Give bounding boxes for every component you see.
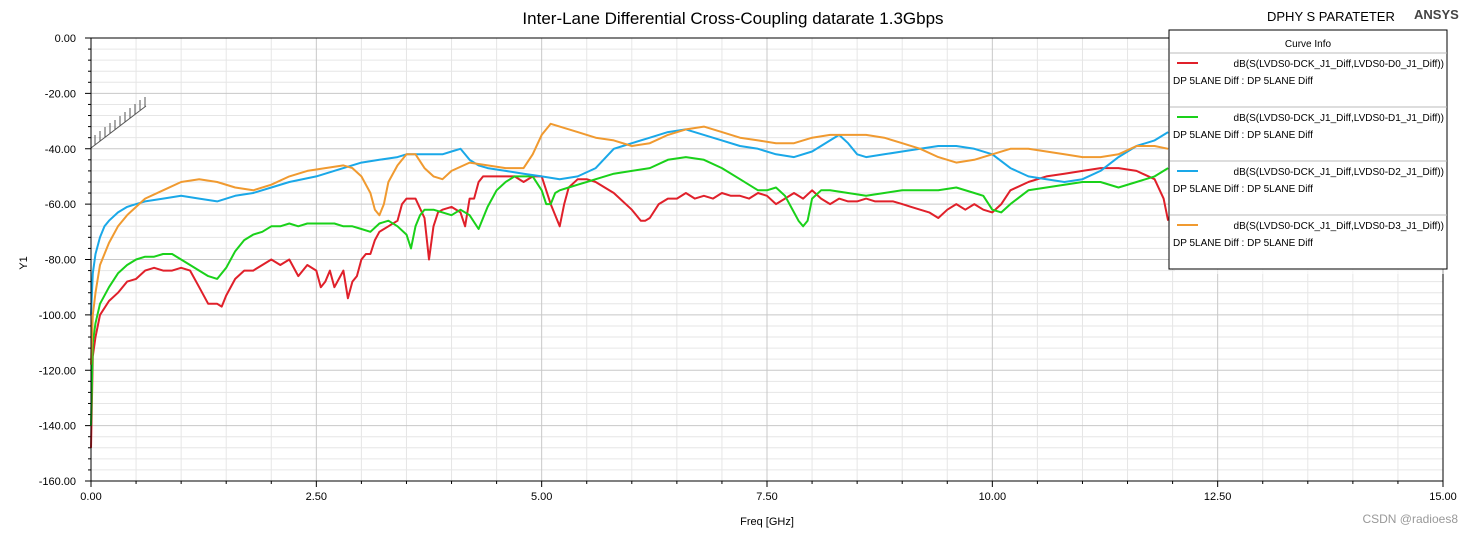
series-line-d3: [90, 122, 1169, 365]
legend-series-setup: DP 5LANE Diff : DP 5LANE Diff: [1173, 130, 1313, 141]
series-line-d0: [90, 167, 1170, 448]
y-axis-label: Y1: [18, 256, 30, 269]
legend-series-name: dB(S(LVDS0-DCK_J1_Diff,LVDS0-D1_J1_Diff)…: [1234, 113, 1444, 124]
chart-title: Inter-Lane Differential Cross-Coupling d…: [522, 9, 943, 28]
y-tick-label: -160.00: [39, 476, 76, 488]
watermark: CSDN @radioes8: [1362, 512, 1458, 526]
legend-series-name: dB(S(LVDS0-DCK_J1_Diff,LVDS0-D0_J1_Diff)…: [1234, 59, 1444, 70]
x-tick-label: 2.50: [306, 491, 327, 503]
y-tick-label: -20.00: [45, 88, 76, 100]
y-tick-label: -40.00: [45, 144, 76, 156]
legend-box: [1168, 29, 1448, 270]
legend-series-setup: DP 5LANE Diff : DP 5LANE Diff: [1173, 76, 1313, 87]
x-tick-label: 10.00: [979, 491, 1007, 503]
y-tick-label: -140.00: [39, 421, 76, 433]
x-axis-label: Freq [GHz]: [740, 516, 794, 528]
x-axis-ticks: 0.00 2.50 5.00 7.50 10.00 12.50 15.00: [80, 481, 1457, 503]
legend-series-setup: DP 5LANE Diff : DP 5LANE Diff: [1173, 238, 1313, 249]
hatch-icon: [90, 97, 147, 149]
series-group: [90, 122, 1170, 448]
x-tick-label: 12.50: [1204, 491, 1232, 503]
y-tick-label: -60.00: [45, 199, 76, 211]
brand-logo: ANSYS: [1414, 7, 1459, 22]
legend-title: Curve Info: [1285, 39, 1332, 50]
series-line-d1: [90, 156, 1169, 426]
legend-items: dB(S(LVDS0-DCK_J1_Diff,LVDS0-D0_J1_Diff)…: [1170, 59, 1447, 249]
y-axis-ticks: 0.00 -20.00 -40.00 -60.00 -80.00 -100.00 -120.…: [39, 33, 91, 488]
project-name: DPHY S PARATETER: [1267, 9, 1395, 24]
legend-series-name: dB(S(LVDS0-DCK_J1_Diff,LVDS0-D2_J1_Diff)…: [1234, 167, 1444, 178]
x-tick-label: 0.00: [80, 491, 101, 503]
y-tick-label: -100.00: [39, 310, 76, 322]
legend-series-name: dB(S(LVDS0-DCK_J1_Diff,LVDS0-D3_J1_Diff)…: [1234, 221, 1444, 232]
y-tick-label: -80.00: [45, 255, 76, 267]
legend[interactable]: Curve Info dB(S(LVDS0-DCK_J1_Diff,LVDS0-…: [1168, 29, 1451, 274]
y-tick-label: -120.00: [39, 365, 76, 377]
series-line-d2: [90, 128, 1169, 315]
x-tick-label: 15.00: [1429, 491, 1457, 503]
legend-series-setup: DP 5LANE Diff : DP 5LANE Diff: [1173, 184, 1313, 195]
x-tick-label: 7.50: [756, 491, 777, 503]
x-tick-label: 5.00: [531, 491, 552, 503]
y-tick-label: 0.00: [55, 33, 76, 45]
